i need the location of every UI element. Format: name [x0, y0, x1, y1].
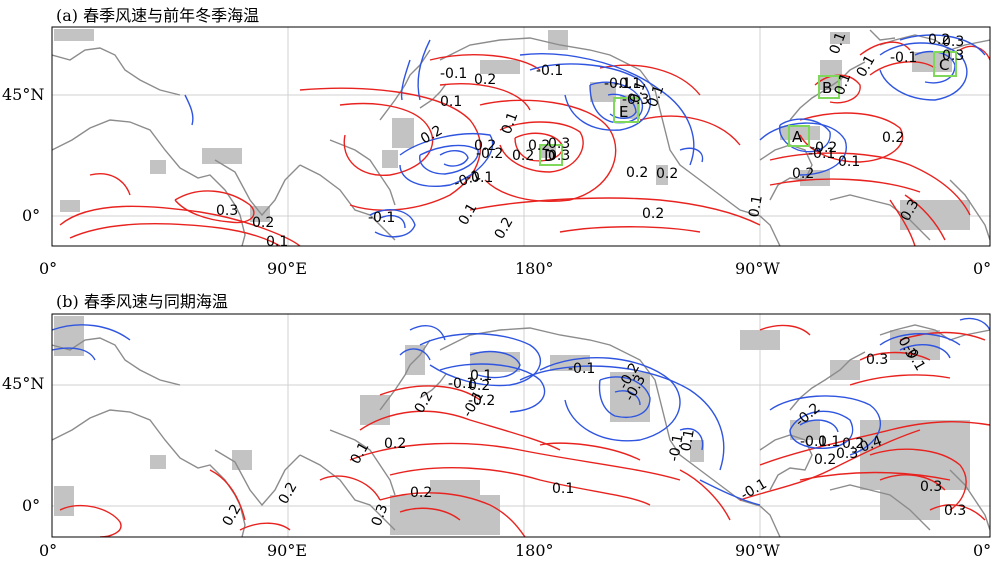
contour-label: 0.3: [920, 479, 942, 495]
x-tick-0-end-b: 0°: [973, 541, 992, 560]
contour-label: -0.1: [448, 376, 475, 392]
panel-b-significance-shading: [54, 316, 970, 535]
y-tick-45n-a: 45°N: [2, 85, 45, 104]
contour-label: 0.3: [548, 148, 570, 164]
panel-b-title: (b) 春季风速与同期海温: [56, 292, 228, 311]
contour-label: 0.3: [942, 48, 964, 64]
contour-label: 0.3: [548, 136, 570, 152]
contour-label: -0.1: [604, 76, 631, 92]
box-label-c: C: [939, 56, 949, 74]
contour-label: 0.2: [468, 378, 490, 394]
panel-b-frame: [51, 313, 991, 538]
box-label-b: B: [822, 79, 832, 97]
contour-label: 0.1: [746, 194, 766, 219]
contour-label: -0.1: [466, 170, 493, 186]
contour-label: -0.1: [368, 210, 395, 226]
contour-label: -0.1: [808, 146, 835, 162]
x-tick-90e-b: 90°E: [267, 541, 308, 560]
contour-label: -0.1: [800, 434, 827, 450]
panel-a-map: [52, 27, 990, 246]
x-tick-90w-a: 90°W: [735, 259, 780, 278]
panel-a-grid: [52, 27, 990, 246]
contour-label: -0.2: [810, 140, 837, 156]
contour-label: 0.1: [818, 434, 840, 450]
box-label-d: D: [544, 147, 556, 165]
contour-label: 0.1: [552, 481, 574, 497]
panel-b-positive-contours: [59, 324, 990, 537]
contour-label: 0.1: [838, 154, 860, 170]
contour-label: -0.2: [476, 146, 503, 162]
contour-label: 0.2: [842, 436, 864, 452]
contour-label: 0.1: [499, 110, 522, 136]
contour-label: 0.2: [626, 165, 648, 181]
contour-label: 0.3: [942, 34, 964, 50]
panel-a-title: (a) 春季风速与前年冬季海温: [56, 6, 260, 25]
contour-label: 0.3: [369, 502, 392, 528]
contour-label: 0.1: [645, 83, 668, 109]
x-tick-0-a: 0°: [39, 259, 58, 278]
panel-b-grid: [52, 314, 990, 537]
contour-label: 0.1: [832, 71, 855, 97]
y-tick-45n-b: 45°N: [2, 374, 45, 393]
contour-label: 0.3: [836, 446, 858, 462]
x-tick-0-b: 0°: [39, 541, 58, 560]
contour-label: 0.2: [792, 166, 814, 182]
contour-label: 0.3: [944, 503, 966, 519]
contour-label: -0.1: [614, 76, 641, 92]
panel-a-significance-shading: [54, 29, 970, 230]
box-label-a: A: [792, 128, 803, 146]
panel-b-coastlines: [52, 324, 990, 537]
x-tick-90e-a: 90°E: [267, 259, 308, 278]
x-tick-180-a: 180°: [515, 259, 554, 278]
contour-label: 0.1: [678, 428, 698, 453]
x-tick-0-end-a: 0°: [973, 259, 992, 278]
x-tick-180-b: 180°: [515, 541, 554, 560]
contour-label: 0.4: [858, 433, 884, 456]
contour-label: 0.1: [827, 30, 850, 56]
panel-a-coastlines: [52, 29, 990, 246]
contour-label: 0.2: [642, 206, 664, 222]
contour-label: 0.2: [882, 130, 904, 146]
contour-label: 0.2: [928, 32, 950, 48]
contour-label: 0.2: [474, 72, 496, 88]
contour-label: -0.3: [622, 92, 649, 108]
contour-label: -0.1: [890, 50, 917, 66]
panel-a-negative-contours: [184, 34, 986, 238]
contour-label: -0.1: [666, 433, 687, 463]
contour-label: 0.2: [512, 148, 534, 164]
contour-label: 0.2: [410, 485, 432, 501]
contour-label: 0.2: [252, 215, 274, 231]
contour-label: -0.2: [468, 393, 495, 409]
panel-b-map: [52, 314, 990, 537]
box-label-e: E: [619, 103, 628, 121]
contour-label: -0.1: [440, 66, 467, 82]
panel-a-region-boxes: [539, 51, 957, 166]
panel-b-contour-labels: 0.2 0.2 -0.1 -0.2 -0.1 0.2 0.1 0.1 0.2 0…: [220, 334, 967, 529]
contour-label: -0.1: [568, 361, 595, 377]
contour-label: 0.3: [866, 352, 888, 368]
contour-label: 0.1: [266, 234, 288, 250]
y-tick-0-a: 0°: [22, 206, 41, 225]
contour-label: 0.2: [656, 166, 678, 182]
contour-label: 0.3: [216, 203, 238, 219]
contour-label: 0.2: [384, 436, 406, 452]
contour-label: 0.1: [470, 368, 492, 384]
y-tick-0-b: 0°: [22, 496, 41, 515]
contour-label: 0.2: [528, 138, 550, 154]
contour-label: 0.2: [474, 138, 496, 154]
panel-a-frame: [51, 26, 991, 247]
x-tick-90w-b: 90°W: [735, 541, 780, 560]
panel-b-negative-contours: [52, 317, 990, 506]
contour-label: -0.1: [536, 63, 563, 79]
contour-label: 0.2: [814, 452, 836, 468]
panel-a-positive-contours: [59, 41, 990, 246]
contour-label: 0.1: [627, 79, 650, 105]
contour-label: 0.1: [440, 94, 462, 110]
